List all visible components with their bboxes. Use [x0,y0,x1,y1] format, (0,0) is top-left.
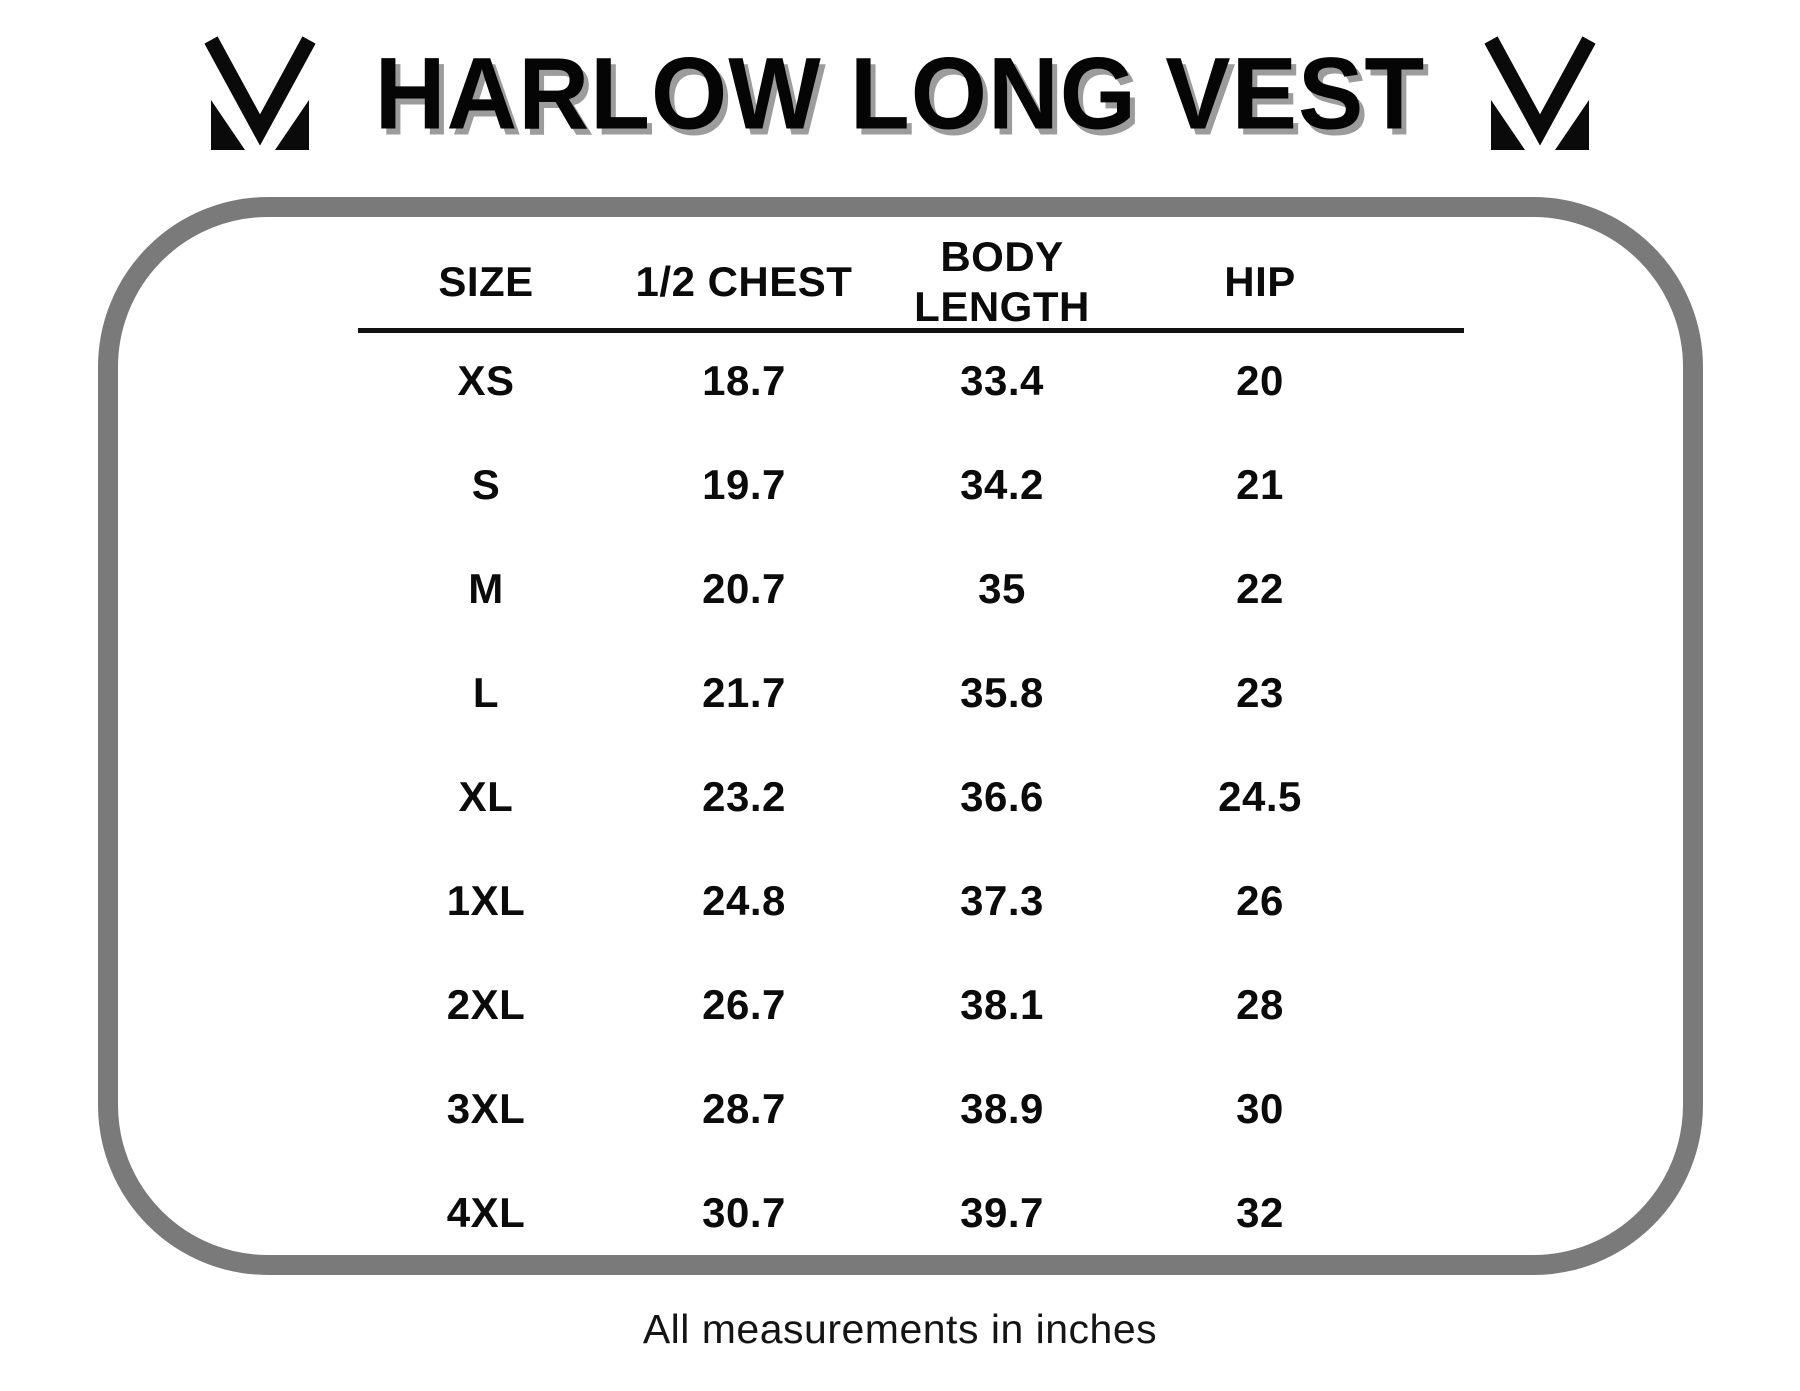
size-cell: L [472,669,500,716]
m-monogram-icon [1477,36,1603,150]
measurement-cell: 21 [1236,461,1284,508]
size-cell: 2XL [446,981,526,1028]
measurement-cell: 24.5 [1218,773,1302,820]
measurement-cell: 24.8 [702,877,786,924]
measurement-cell: 33.4 [960,357,1044,404]
m-monogram-icon [197,36,323,150]
table-row: 3XL 28.7 38.9 30 [357,1057,1389,1161]
measurement-cell: 26.7 [702,981,786,1028]
measurement-cell: 19.7 [702,461,786,508]
measurement-cell: 21.7 [702,669,786,716]
size-cell: M [468,565,504,612]
measurement-cell: 20.7 [702,565,786,612]
measurement-cell: 23.2 [702,773,786,820]
column-header-hip: HIP [1224,258,1296,306]
measurement-cell: 30 [1236,1085,1284,1132]
table-row: S 19.7 34.2 21 [357,433,1389,537]
table-row: XS 18.7 33.4 20 [357,329,1389,433]
column-header-1-2-chest: 1/2 CHEST [635,258,853,306]
measurement-cell: 38.1 [960,981,1044,1028]
table-row: 4XL 30.7 39.7 32 [357,1161,1389,1265]
column-header-body-length: BODY LENGTH [914,233,1090,330]
size-table-frame [98,197,1703,1275]
header-divider [358,328,1464,333]
size-cell: S [471,461,501,508]
measurement-cell: 26 [1236,877,1284,924]
measurement-cell: 30.7 [702,1189,786,1236]
measurement-cell: 38.9 [960,1085,1044,1132]
measurement-cell: 18.7 [702,357,786,404]
measurement-cell: 39.7 [960,1189,1044,1236]
measurement-cell: 35 [978,565,1026,612]
measurement-cell: 35.8 [960,669,1044,716]
size-cell: 4XL [446,1189,526,1236]
table-row: L 21.7 35.8 23 [357,641,1389,745]
column-headers: SIZE 1/2 CHEST BODY LENGTH HIP [357,233,1389,330]
page-header: HARLOW LONG VEST [0,35,1800,150]
size-cell: XL [458,773,514,820]
measurement-cell: 23 [1236,669,1284,716]
measurement-cell: 28.7 [702,1085,786,1132]
table-row: M 20.7 35 22 [357,537,1389,641]
measurements-note: All measurements in inches [642,1306,1158,1352]
measurement-cell: 36.6 [960,773,1044,820]
size-cell: 3XL [446,1085,526,1132]
measurement-cell: 37.3 [960,877,1044,924]
measurement-cell: 28 [1236,981,1284,1028]
table-row: 2XL 26.7 38.1 28 [357,953,1389,1057]
size-table-body: XS 18.7 33.4 20 S 19.7 34.2 21 M 20.7 35 22 L 21.7 35.… [357,329,1389,1265]
measurement-cell: 22 [1236,565,1284,612]
measurement-cell: 32 [1236,1189,1284,1236]
page-title: HARLOW LONG VEST [374,35,1426,150]
table-row: 1XL 24.8 37.3 26 [357,849,1389,953]
table-row: XL 23.2 36.6 24.5 [357,745,1389,849]
size-cell: 1XL [446,877,526,924]
measurement-cell: 20 [1236,357,1284,404]
size-cell: XS [457,357,515,404]
measurement-cell: 34.2 [960,461,1044,508]
column-header-size: SIZE [438,258,534,306]
